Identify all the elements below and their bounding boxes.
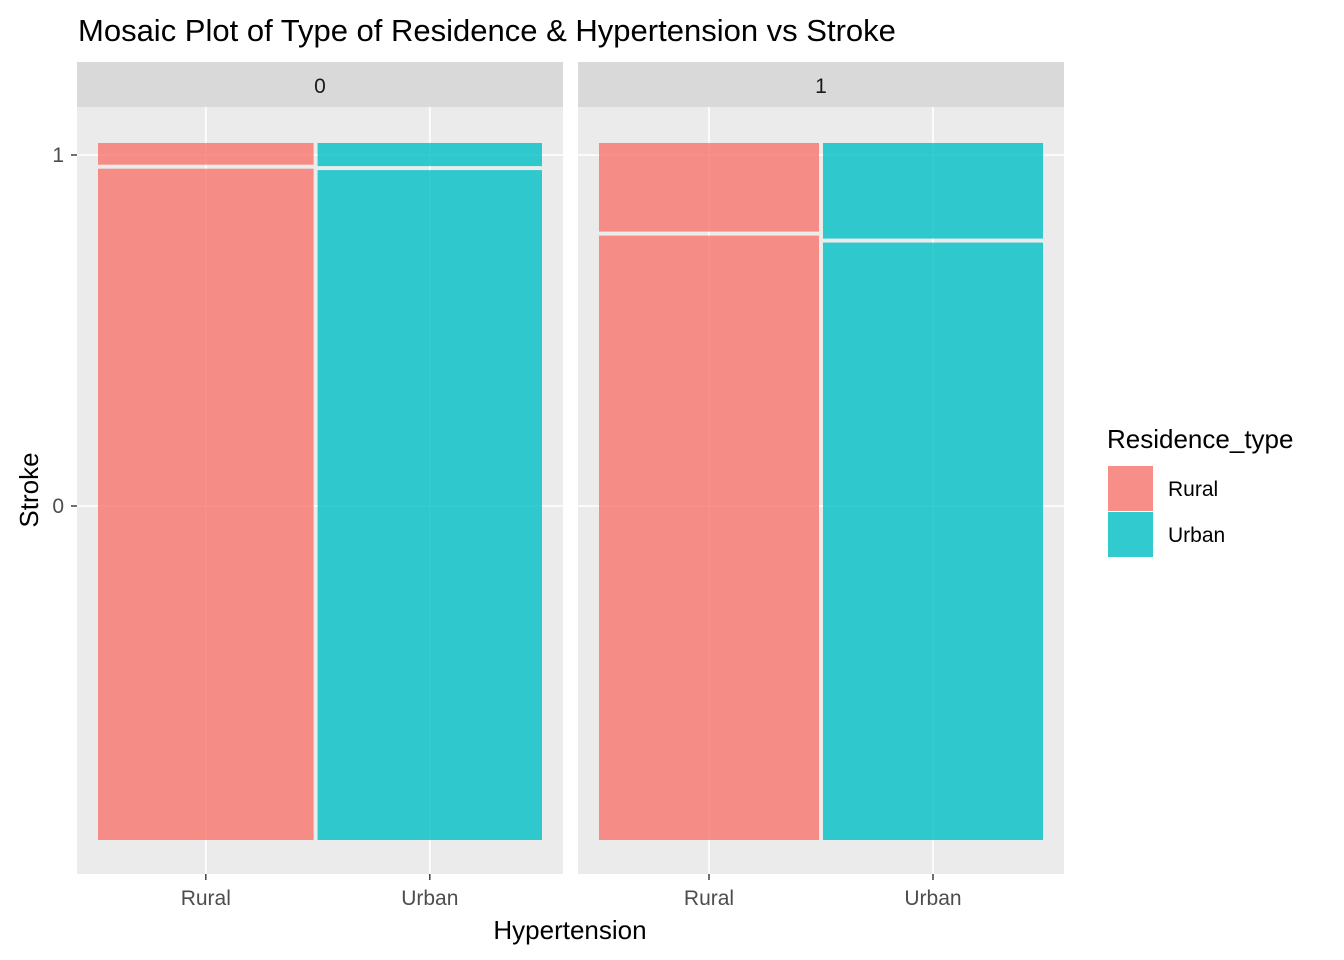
tile-urban-stroke-1 [317, 143, 542, 167]
y-tick-label: 1 [52, 144, 64, 167]
legend-key-urban [1108, 512, 1153, 557]
tile-urban-stroke-1 [823, 143, 1043, 239]
tile-rural-stroke-1 [599, 143, 819, 232]
facet-strip-label: 0 [314, 75, 326, 98]
x-tick-label: Urban [904, 887, 961, 910]
legend-key-rural [1108, 466, 1153, 511]
tile-urban-stroke-0 [317, 170, 542, 841]
x-axis-title: Hypertension [493, 915, 646, 945]
legend-label-urban: Urban [1168, 524, 1225, 547]
legend-title: Residence_type [1107, 424, 1293, 454]
tile-rural-stroke-0 [98, 168, 314, 840]
tile-rural-stroke-1 [98, 143, 314, 165]
x-tick-label: Rural [684, 887, 734, 910]
facet-strip-label: 1 [815, 75, 827, 98]
tile-urban-stroke-0 [823, 242, 1043, 840]
facet-panel-1: 1 Rural Urban [578, 62, 1064, 910]
y-tick-label: 0 [52, 495, 64, 518]
facet-strip [77, 62, 563, 107]
y-axis: 01 [52, 144, 77, 518]
facet-panels: 0 Rural Urban 1 Rural Urban [77, 62, 1064, 910]
x-tick-label: Rural [181, 887, 231, 910]
facet-strip [578, 62, 1064, 107]
y-axis-title: Stroke [14, 452, 44, 527]
x-tick-label: Urban [401, 887, 458, 910]
chart-title: Mosaic Plot of Type of Residence & Hyper… [78, 13, 896, 48]
tile-rural-stroke-0 [599, 235, 819, 841]
legend: Residence_type Rural Urban [1107, 424, 1293, 557]
facet-panel-0: 0 Rural Urban [77, 62, 563, 910]
legend-label-rural: Rural [1168, 478, 1218, 501]
